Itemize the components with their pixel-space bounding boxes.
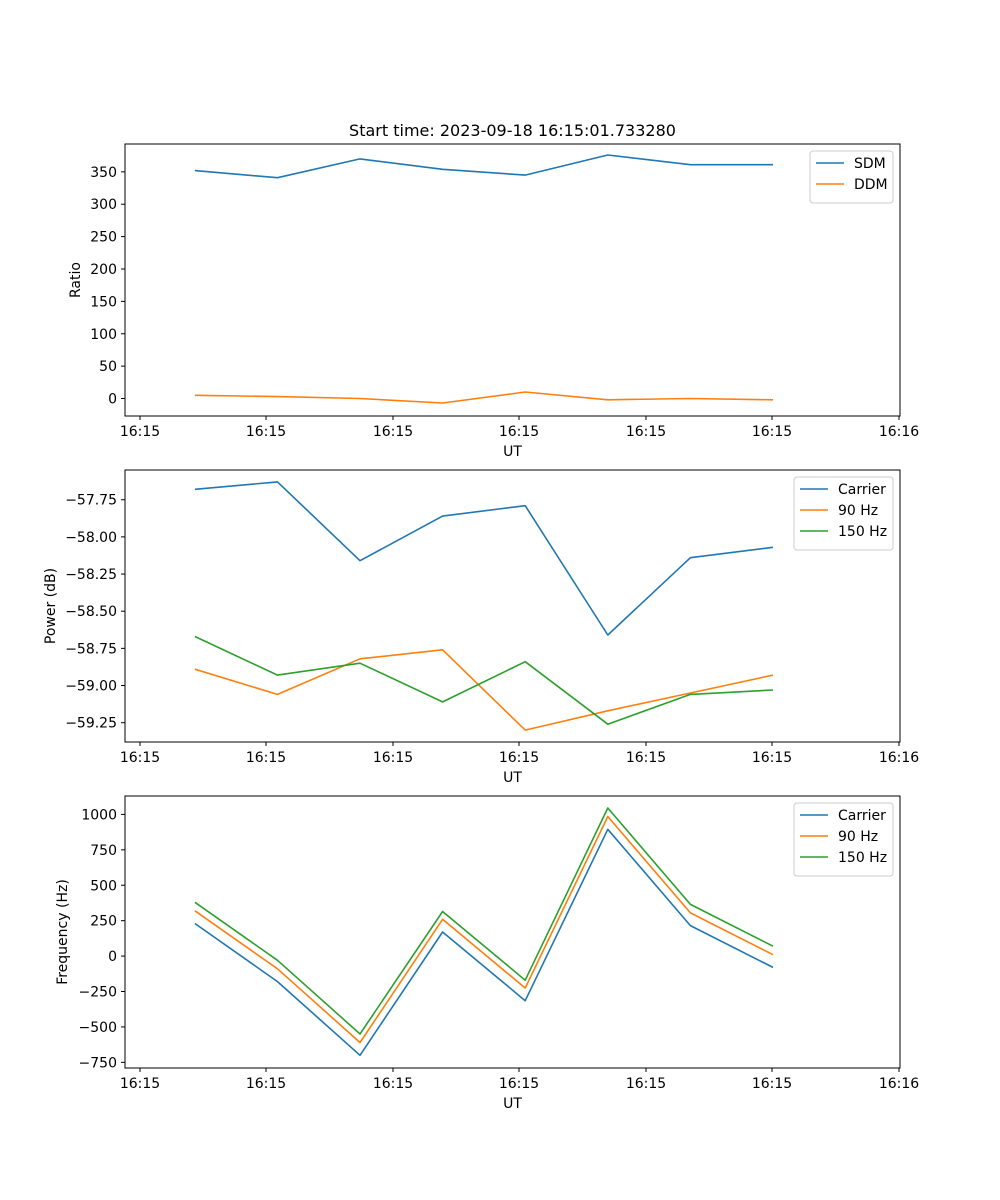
y-tick-label: −57.75 [65, 493, 117, 509]
x-tick-label: 16:15 [499, 750, 539, 766]
x-tick-label: 16:16 [879, 1076, 919, 1092]
x-tick-label: 16:15 [499, 1076, 539, 1092]
y-axis-label: Ratio [68, 262, 84, 298]
panel-1: 0 50 100 150 200 250 300 350 16:15 16:15 16:15 16:1… [68, 143, 919, 460]
y-tick-label: −58.50 [65, 604, 117, 620]
y-tick-label: 250 [90, 230, 117, 246]
y-tick-label: 100 [90, 327, 117, 343]
x-tick-label: 16:16 [879, 424, 919, 440]
y-tick-label: 1000 [81, 807, 117, 823]
x-tick-label: 16:16 [879, 750, 919, 766]
chart-title: Start time: 2023-09-18 16:15:01.733280 [349, 121, 676, 140]
series-line-ddm [194, 391, 774, 404]
x-tick-label: 16:15 [373, 424, 413, 440]
x-axis-label: UT [503, 444, 522, 460]
series-line-150-hz [194, 635, 774, 726]
x-axis-label: UT [503, 1096, 522, 1112]
legend-entry: 90 Hz [838, 503, 878, 519]
legend: Carrier 90 Hz 150 Hz [793, 476, 894, 551]
axes-frame [124, 143, 901, 417]
legend-entry: 150 Hz [838, 524, 887, 540]
y-tick-label: −58.25 [65, 567, 117, 583]
series-line-carrier [194, 481, 774, 636]
y-tick-label: 50 [99, 359, 117, 375]
y-tick-label: 500 [90, 878, 117, 894]
y-tick-label: 750 [90, 843, 117, 859]
x-tick-label: 16:15 [499, 424, 539, 440]
x-tick-label: 16:15 [752, 750, 792, 766]
series-line-carrier [194, 828, 774, 1057]
y-axis-label: Power (dB) [43, 568, 59, 644]
y-tick-label: 200 [90, 262, 117, 278]
legend-box [809, 150, 894, 204]
x-tick-label: 16:15 [752, 424, 792, 440]
y-tick-label: −59.25 [65, 716, 117, 732]
panel-2: −59.25 −59.00 −58.75 −58.50 −58.25 −58.00 −57.… [43, 469, 919, 786]
y-tick-label: 0 [108, 949, 117, 965]
y-tick-label: −59.00 [65, 679, 117, 695]
axes-frame [124, 795, 901, 1069]
x-tick-label: 16:15 [752, 1076, 792, 1092]
series-line-90-hz [194, 648, 774, 731]
x-tick-label: 16:15 [373, 750, 413, 766]
x-tick-label: 16:15 [246, 424, 286, 440]
panel-3: −750 −500 −250 0 250 500 750 1000 16:15 16:15 16:1… [55, 795, 919, 1112]
legend-entry: Carrier [838, 808, 886, 824]
series-line-sdm [194, 154, 773, 179]
legend-entry: 90 Hz [838, 829, 878, 845]
y-tick-label: −250 [79, 985, 117, 1001]
legend-entry: DDM [854, 177, 888, 193]
x-tick-label: 16:15 [120, 424, 160, 440]
legend-entry: 150 Hz [838, 850, 887, 866]
y-tick-label: −750 [79, 1055, 117, 1071]
series-line-90-hz [194, 815, 774, 1044]
x-axis-label: UT [503, 770, 522, 786]
y-tick-label: 150 [90, 294, 117, 310]
series-line-150-hz [194, 807, 774, 1035]
legend: Carrier 90 Hz 150 Hz [793, 802, 894, 877]
y-tick-label: 0 [108, 392, 117, 408]
x-tick-label: 16:15 [373, 1076, 413, 1092]
x-tick-label: 16:15 [246, 750, 286, 766]
x-tick-label: 16:15 [626, 424, 666, 440]
x-tick-label: 16:15 [120, 750, 160, 766]
legend-entry: Carrier [838, 482, 886, 498]
y-tick-label: 350 [90, 165, 117, 181]
x-tick-label: 16:15 [626, 750, 666, 766]
x-tick-label: 16:15 [120, 1076, 160, 1092]
y-tick-label: 300 [90, 197, 117, 213]
y-tick-label: −58.00 [65, 530, 117, 546]
y-axis-label: Frequency (Hz) [55, 879, 71, 985]
y-tick-label: −58.75 [65, 641, 117, 657]
legend-entry: SDM [854, 156, 886, 172]
y-tick-label: −500 [79, 1020, 117, 1036]
x-tick-label: 16:15 [246, 1076, 286, 1092]
y-tick-label: 250 [90, 914, 117, 930]
legend: SDM DDM [809, 150, 894, 204]
axes-frame [124, 469, 901, 743]
x-tick-label: 16:15 [626, 1076, 666, 1092]
